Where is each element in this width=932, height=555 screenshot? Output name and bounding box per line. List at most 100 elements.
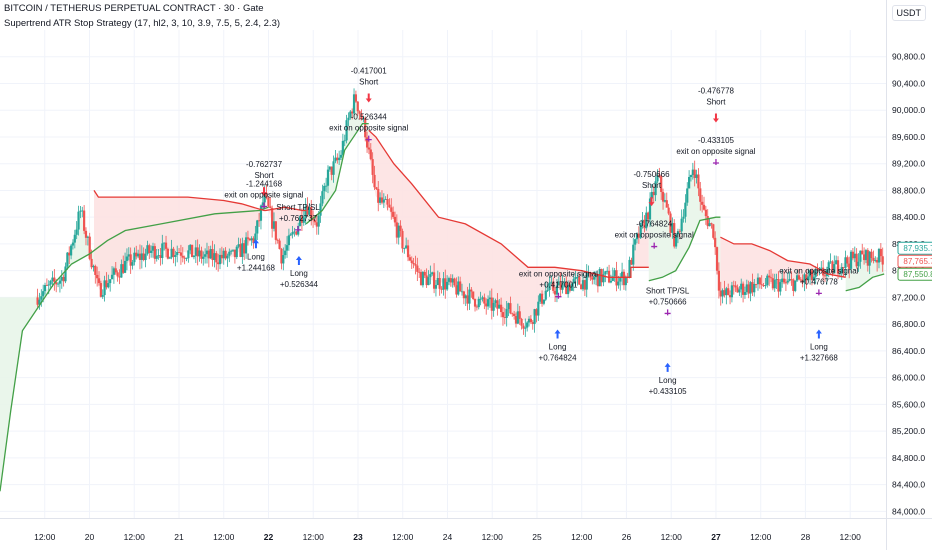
candle-body bbox=[658, 174, 661, 177]
sell-label: Short bbox=[642, 181, 662, 190]
exit-label: exit on opposite signal bbox=[224, 190, 303, 199]
candle-body bbox=[704, 209, 707, 217]
candle-body bbox=[660, 176, 663, 192]
candle-body bbox=[468, 289, 471, 304]
candle-body bbox=[721, 290, 724, 297]
candle-body bbox=[546, 290, 549, 291]
trend-fill-down bbox=[368, 130, 649, 321]
strategy-label[interactable]: Supertrend ATR Stop Strategy (17, hl2, 3… bbox=[4, 18, 281, 29]
candle-body bbox=[756, 277, 760, 285]
candle-body bbox=[341, 140, 344, 155]
candle-body bbox=[533, 309, 536, 324]
candle-body bbox=[876, 259, 879, 263]
candle-body bbox=[494, 300, 497, 303]
candle-body bbox=[371, 159, 374, 175]
candle-body bbox=[349, 111, 352, 118]
candle-body bbox=[488, 297, 492, 300]
candle-body bbox=[364, 118, 367, 138]
candle-body bbox=[269, 206, 272, 209]
candle-body bbox=[49, 280, 52, 285]
candle-body bbox=[285, 245, 289, 251]
candle-body bbox=[879, 248, 882, 257]
buy-label: Long bbox=[659, 376, 677, 385]
buy-label: +0.433105 bbox=[649, 387, 688, 396]
x-tick-label: 21 bbox=[174, 532, 184, 542]
candle-body bbox=[42, 291, 45, 297]
candle-body bbox=[379, 197, 382, 203]
candle-body bbox=[131, 262, 134, 266]
candle-body bbox=[868, 251, 871, 266]
price-label: 87,550.8 bbox=[903, 270, 932, 279]
candle-body bbox=[77, 211, 80, 230]
x-tick-label: 12:00 bbox=[571, 532, 593, 542]
trade-annotation-sell: -0.750666 Short bbox=[634, 170, 671, 207]
candle-body bbox=[736, 287, 739, 293]
candle-body bbox=[382, 199, 385, 203]
candle-body bbox=[710, 223, 713, 225]
exit-label: -0.526344 bbox=[351, 113, 388, 122]
candle-body bbox=[788, 279, 791, 281]
candle-body bbox=[86, 236, 89, 238]
candle-body bbox=[302, 217, 305, 223]
x-tick-label: 22 bbox=[264, 532, 274, 542]
candle-body bbox=[829, 261, 832, 263]
candle-body bbox=[520, 318, 523, 326]
exit-marker-icon bbox=[365, 135, 372, 142]
currency-selector[interactable]: USDT bbox=[891, 5, 926, 21]
candle-body bbox=[695, 174, 698, 178]
candle-body bbox=[470, 289, 473, 292]
candle-body bbox=[352, 94, 356, 114]
candle-body bbox=[766, 275, 769, 286]
candle-body bbox=[544, 290, 547, 300]
supertrend-line-down bbox=[93, 190, 307, 212]
candle-body bbox=[405, 245, 408, 249]
candle-body bbox=[109, 279, 112, 284]
trade-annotation-buy: Long +0.433105 bbox=[649, 362, 688, 396]
candle-body bbox=[377, 189, 380, 203]
candle-body bbox=[163, 242, 166, 244]
candle-body bbox=[252, 238, 255, 243]
trade-annotation-exit: Short TP/SL +0.750666 bbox=[646, 286, 690, 316]
candle-body bbox=[161, 243, 164, 258]
buy-label: +1.327668 bbox=[800, 354, 839, 363]
candle-body bbox=[263, 192, 266, 203]
candle-body bbox=[526, 322, 529, 328]
candle-body bbox=[116, 272, 119, 277]
candle-body bbox=[60, 276, 63, 281]
candle-body bbox=[861, 250, 864, 255]
candle-body bbox=[408, 257, 411, 261]
candle-body bbox=[250, 238, 253, 241]
candle-body bbox=[693, 169, 696, 178]
y-tick-label: 89,200.0 bbox=[892, 159, 925, 169]
candle-body bbox=[870, 251, 873, 259]
candle-body bbox=[507, 303, 510, 310]
exit-label: +0.762737 bbox=[279, 214, 318, 223]
candle-body bbox=[598, 268, 601, 287]
candle-body bbox=[701, 201, 704, 205]
candle-body bbox=[732, 285, 735, 287]
candle-body bbox=[498, 304, 501, 309]
candle-body bbox=[179, 252, 183, 256]
candle-body bbox=[853, 253, 856, 259]
candle-body bbox=[455, 285, 458, 295]
sell-label: -0.750666 bbox=[634, 170, 671, 179]
exit-marker-icon bbox=[555, 292, 562, 299]
candle-body bbox=[565, 281, 568, 295]
candle-body bbox=[712, 224, 715, 238]
candle-body bbox=[728, 295, 732, 298]
candle-body bbox=[304, 206, 307, 218]
candle-body bbox=[138, 253, 142, 260]
candle-body bbox=[486, 299, 490, 307]
candle-body bbox=[840, 267, 843, 274]
candle-body bbox=[133, 252, 136, 263]
x-tick-label: 20 bbox=[85, 532, 95, 542]
candle-body bbox=[820, 267, 823, 269]
candle-body bbox=[336, 157, 339, 161]
candle-body bbox=[835, 260, 838, 265]
candle-body bbox=[248, 238, 251, 241]
candle-body bbox=[183, 257, 186, 259]
candle-body bbox=[522, 325, 525, 329]
candle-body bbox=[855, 253, 858, 267]
